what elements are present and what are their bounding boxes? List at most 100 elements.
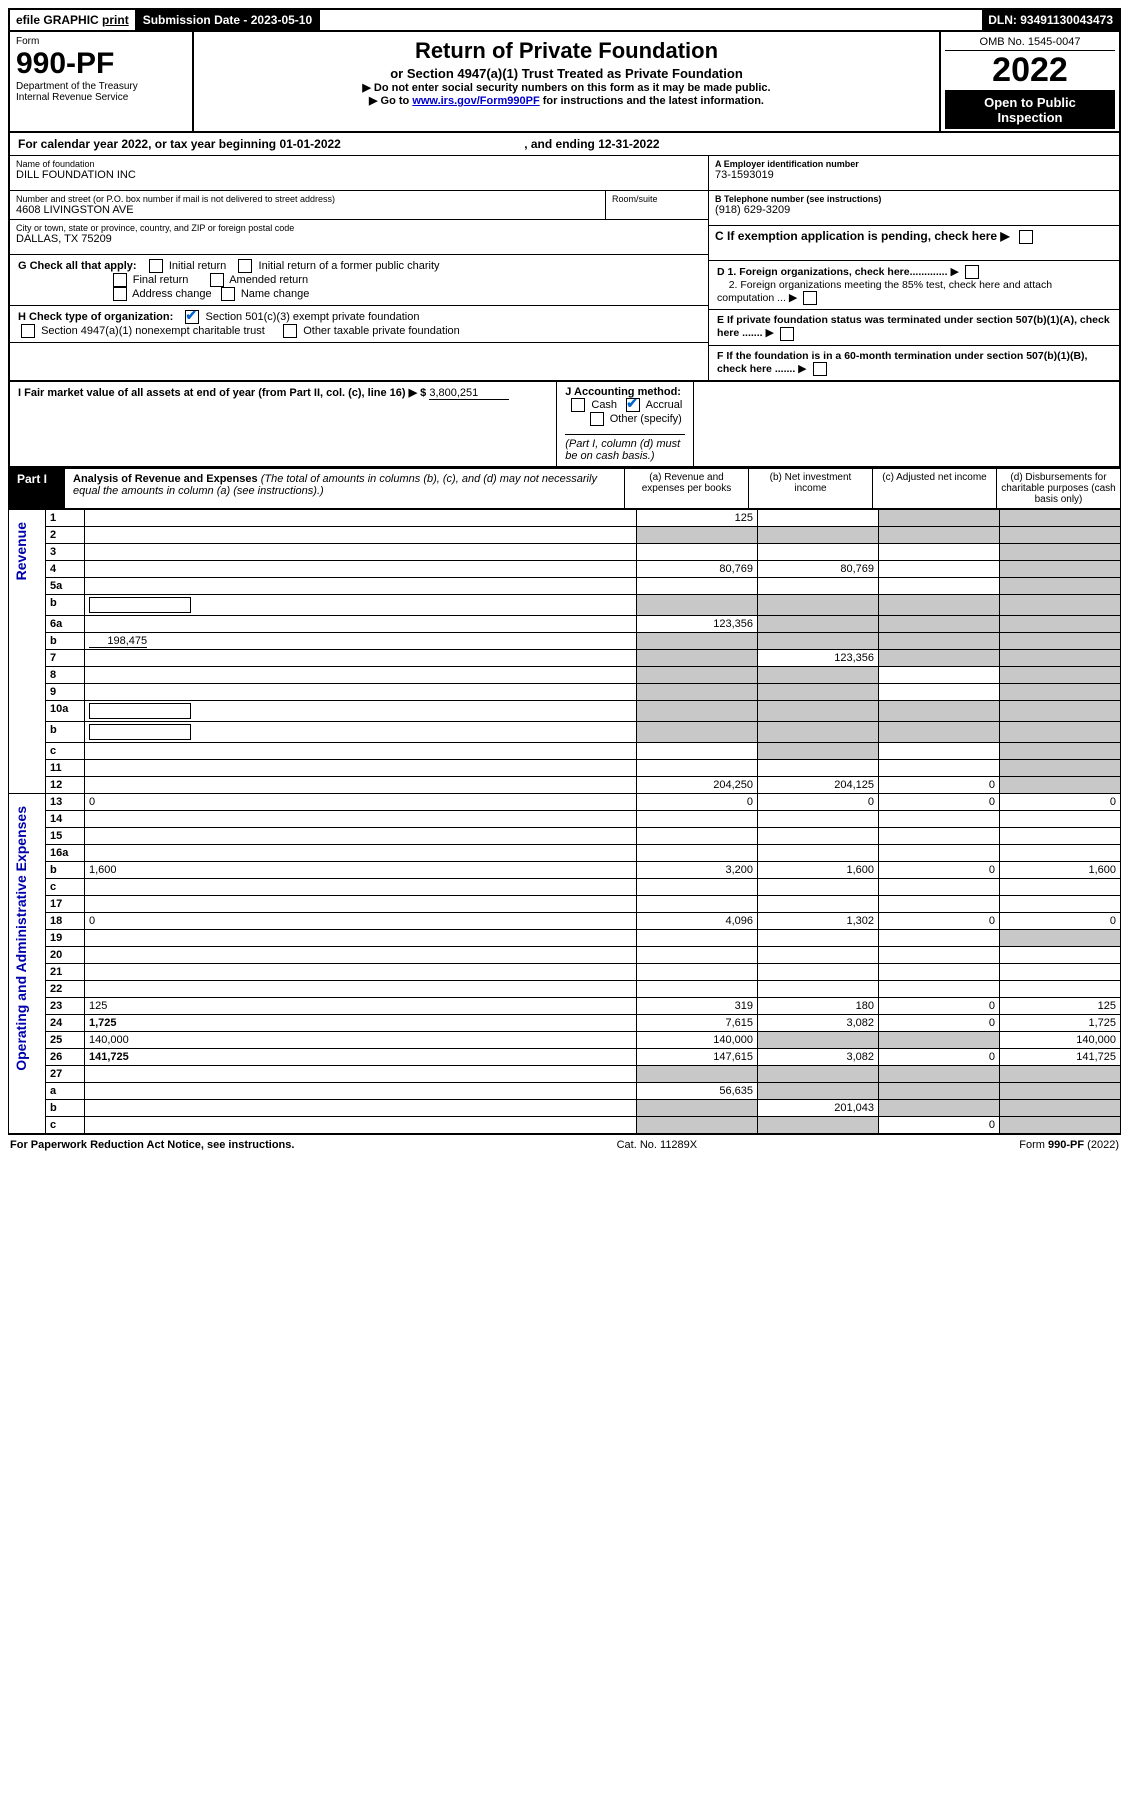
amount-col-b: 0 bbox=[758, 793, 879, 810]
amount-col-d bbox=[1000, 810, 1121, 827]
amount-col-d: 1,600 bbox=[1000, 861, 1121, 878]
amount-col-c bbox=[879, 759, 1000, 776]
amount-col-d: 140,000 bbox=[1000, 1031, 1121, 1048]
table-row: 17 bbox=[9, 895, 1121, 912]
amount-col-d bbox=[1000, 980, 1121, 997]
c-checkbox[interactable] bbox=[1019, 230, 1033, 244]
amount-col-d bbox=[1000, 666, 1121, 683]
amount-col-b: 123,356 bbox=[758, 649, 879, 666]
line-number: 1 bbox=[46, 509, 85, 526]
cash-checkbox[interactable] bbox=[571, 398, 585, 412]
line-description bbox=[85, 1099, 637, 1116]
table-row: 480,76980,769 bbox=[9, 560, 1121, 577]
form-title: Return of Private Foundation bbox=[200, 38, 933, 64]
line-number: b bbox=[46, 594, 85, 615]
dln: DLN: 93491130043473 bbox=[982, 10, 1119, 30]
amount-col-b bbox=[758, 1031, 879, 1048]
amount-col-c bbox=[879, 700, 1000, 721]
line-description bbox=[85, 980, 637, 997]
amount-col-c bbox=[879, 810, 1000, 827]
amount-col-c bbox=[879, 742, 1000, 759]
amended-return-checkbox[interactable] bbox=[210, 273, 224, 287]
line-description bbox=[85, 844, 637, 861]
amount-col-a bbox=[637, 895, 758, 912]
line-number: 3 bbox=[46, 543, 85, 560]
amount-col-c bbox=[879, 632, 1000, 649]
amount-col-d bbox=[1000, 759, 1121, 776]
line-description bbox=[85, 742, 637, 759]
amount-col-a bbox=[637, 594, 758, 615]
graphic-text: GRAPHIC bbox=[43, 13, 98, 27]
check-h: H Check type of organization: Section 50… bbox=[10, 306, 708, 343]
omb-number: OMB No. 1545-0047 bbox=[945, 34, 1115, 51]
amount-col-c bbox=[879, 649, 1000, 666]
line-description bbox=[85, 1116, 637, 1133]
table-row: 10a bbox=[9, 700, 1121, 721]
form-label: Form bbox=[16, 36, 186, 47]
table-row: c bbox=[9, 742, 1121, 759]
ein-cell: A Employer identification number 73-1593… bbox=[709, 156, 1119, 191]
4947a1-checkbox[interactable] bbox=[21, 324, 35, 338]
name-change-checkbox[interactable] bbox=[221, 287, 235, 301]
fmv-block: I Fair market value of all assets at end… bbox=[10, 382, 557, 466]
amount-col-b bbox=[758, 895, 879, 912]
e-checkbox[interactable] bbox=[780, 327, 794, 341]
amount-col-b: 3,082 bbox=[758, 1014, 879, 1031]
amount-col-c bbox=[879, 577, 1000, 594]
amount-col-a: 0 bbox=[637, 793, 758, 810]
amount-col-d bbox=[1000, 1116, 1121, 1133]
amount-col-b bbox=[758, 929, 879, 946]
line-number: b bbox=[46, 721, 85, 742]
amount-col-a bbox=[637, 844, 758, 861]
instruction-2: ▶ Go to www.irs.gov/Form990PF for instru… bbox=[200, 94, 933, 107]
table-row: b 198,475 bbox=[9, 632, 1121, 649]
tax-year: 2022 bbox=[945, 51, 1115, 91]
table-row: 3 bbox=[9, 543, 1121, 560]
street-address: 4608 LIVINGSTON AVE bbox=[16, 204, 599, 216]
f-checkbox[interactable] bbox=[813, 362, 827, 376]
other-taxable-checkbox[interactable] bbox=[283, 324, 297, 338]
amount-col-b: 201,043 bbox=[758, 1099, 879, 1116]
initial-former-checkbox[interactable] bbox=[238, 259, 252, 273]
amount-col-d bbox=[1000, 700, 1121, 721]
line-number: 12 bbox=[46, 776, 85, 793]
form-id-block: Form 990-PF Department of the Treasury I… bbox=[10, 32, 194, 131]
line-number: c bbox=[46, 878, 85, 895]
part1-table: Revenue112523480,76980,7695ab 6a123,356b… bbox=[8, 509, 1121, 1134]
table-row: 21 bbox=[9, 963, 1121, 980]
efile-link[interactable]: efile GRAPHIC print bbox=[10, 10, 137, 30]
col-d-header: (d) Disbursements for charitable purpose… bbox=[996, 469, 1120, 508]
amount-col-c bbox=[879, 1031, 1000, 1048]
amount-col-a: 125 bbox=[637, 509, 758, 526]
d1-checkbox[interactable] bbox=[965, 265, 979, 279]
col-a-header: (a) Revenue and expenses per books bbox=[624, 469, 748, 508]
other-method-checkbox[interactable] bbox=[590, 412, 604, 426]
line-number: c bbox=[46, 742, 85, 759]
amount-col-b bbox=[758, 810, 879, 827]
final-return-checkbox[interactable] bbox=[113, 273, 127, 287]
amount-col-a: 7,615 bbox=[637, 1014, 758, 1031]
line-description bbox=[85, 666, 637, 683]
accrual-checkbox[interactable] bbox=[626, 398, 640, 412]
line-description bbox=[85, 721, 637, 742]
irs-form-link[interactable]: www.irs.gov/Form990PF bbox=[412, 95, 539, 107]
amount-col-b: 204,125 bbox=[758, 776, 879, 793]
line-description: 141,725 bbox=[85, 1048, 637, 1065]
amount-col-d bbox=[1000, 963, 1121, 980]
amount-col-d bbox=[1000, 1065, 1121, 1082]
amount-col-d bbox=[1000, 844, 1121, 861]
amount-col-c: 0 bbox=[879, 1014, 1000, 1031]
d2-checkbox[interactable] bbox=[803, 291, 817, 305]
print-link[interactable]: print bbox=[102, 13, 129, 27]
amount-col-c bbox=[879, 615, 1000, 632]
amount-col-c bbox=[879, 594, 1000, 615]
amount-col-c bbox=[879, 929, 1000, 946]
amount-col-c: 0 bbox=[879, 997, 1000, 1014]
amount-col-d bbox=[1000, 776, 1121, 793]
amount-col-a bbox=[637, 946, 758, 963]
initial-return-checkbox[interactable] bbox=[149, 259, 163, 273]
amount-col-b bbox=[758, 980, 879, 997]
amount-col-a bbox=[637, 700, 758, 721]
501c3-checkbox[interactable] bbox=[185, 310, 199, 324]
address-change-checkbox[interactable] bbox=[113, 287, 127, 301]
